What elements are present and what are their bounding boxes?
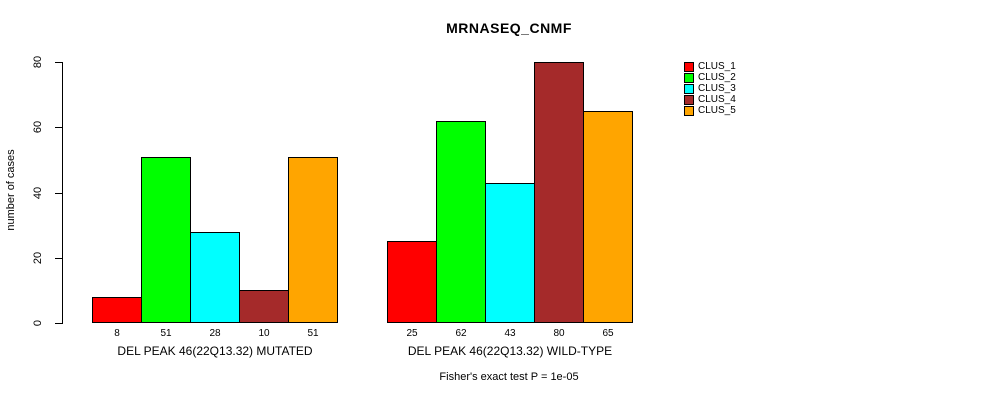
bar-clus_4 [534,62,584,323]
bar-clus_2 [436,121,486,323]
legend-swatch-clus_4 [684,94,694,105]
bar-value-label: 80 [553,328,565,339]
legend-swatch-clus_2 [684,72,694,83]
y-axis-tick [55,62,62,63]
x-category-label: DEL PEAK 46(22Q13.32) MUTATED [117,344,313,358]
bar-value-label: 65 [602,328,614,339]
y-axis-tick-label: 40 [32,186,44,200]
y-axis-tick-label: 80 [32,55,44,69]
bar-value-label: 51 [307,328,319,339]
bar-clus_3 [485,183,535,323]
bar-value-label: 51 [160,328,172,339]
legend-item: CLUS_4 [684,94,736,105]
annotation-text: Fisher's exact test P = 1e-05 [439,371,579,383]
legend-label: CLUS_3 [698,83,736,94]
legend-swatch-clus_1 [684,61,694,72]
legend-item: CLUS_1 [684,61,736,72]
legend-label: CLUS_1 [698,61,736,72]
legend-item: CLUS_3 [684,83,736,94]
legend: CLUS_1 CLUS_2 CLUS_3 CLUS_4 CLUS_5 [684,61,736,116]
y-axis-label: number of cases [5,149,17,231]
bar-clus_1 [92,297,142,323]
bar-value-label: 8 [114,328,120,339]
bar-clus_5 [583,111,633,323]
bar-clus_3 [190,232,240,323]
legend-swatch-clus_3 [684,83,694,94]
legend-label: CLUS_2 [698,72,736,83]
bar-clus_4 [239,290,289,323]
bar-clus_1 [387,241,437,323]
y-axis-line [62,62,63,324]
y-axis-tick [55,127,62,128]
bar-value-label: 25 [406,328,418,339]
bar-value-label: 43 [504,328,516,339]
bar-clus_2 [141,157,191,323]
bar-value-label: 28 [209,328,221,339]
legend-swatch-clus_5 [684,105,694,116]
bar-clus_5 [288,157,338,323]
y-axis-tick [55,193,62,194]
legend-label: CLUS_4 [698,94,736,105]
legend-item: CLUS_2 [684,72,736,83]
y-axis-tick-label: 20 [32,251,44,265]
bar-value-label: 62 [455,328,467,339]
bar-value-label: 10 [258,328,270,339]
chart-title: MRNASEQ_CNMF [446,20,572,36]
x-category-label: DEL PEAK 46(22Q13.32) WILD-TYPE [407,344,613,358]
y-axis-tick-label: 60 [32,120,44,134]
legend-label: CLUS_5 [698,105,736,116]
y-axis-tick-label: 0 [32,319,44,327]
y-axis-tick [55,258,62,259]
y-axis-tick [55,323,62,324]
legend-item: CLUS_5 [684,105,736,116]
